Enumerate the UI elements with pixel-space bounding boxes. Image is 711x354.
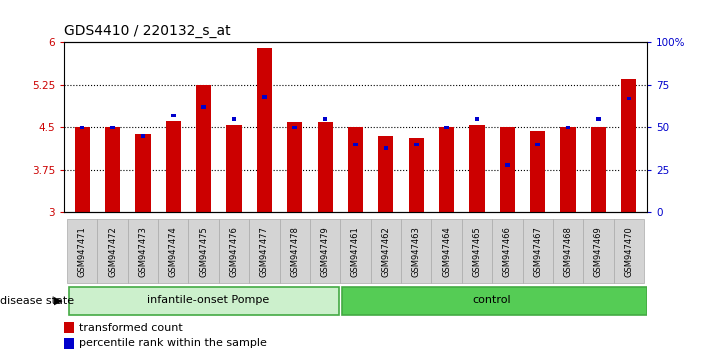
Text: percentile rank within the sample: percentile rank within the sample — [78, 338, 267, 348]
Bar — [105, 127, 120, 212]
Text: GSM947468: GSM947468 — [564, 226, 572, 277]
Text: GDS4410 / 220132_s_at: GDS4410 / 220132_s_at — [64, 24, 230, 38]
Bar — [444, 126, 449, 129]
Text: GSM947462: GSM947462 — [381, 226, 390, 276]
Bar — [310, 219, 341, 283]
Bar — [141, 134, 145, 138]
Bar — [414, 143, 419, 146]
Text: GSM947464: GSM947464 — [442, 226, 451, 276]
Bar — [219, 219, 250, 283]
Bar — [475, 117, 479, 121]
Text: infantile-onset Pompe: infantile-onset Pompe — [147, 295, 269, 305]
Bar — [292, 126, 297, 129]
Text: ▶: ▶ — [54, 296, 63, 306]
FancyBboxPatch shape — [342, 287, 647, 315]
Bar — [232, 117, 236, 121]
Bar — [439, 127, 454, 212]
Bar — [621, 79, 636, 212]
Bar — [226, 125, 242, 212]
Bar — [505, 163, 510, 167]
Bar — [110, 126, 115, 129]
Bar — [97, 219, 128, 283]
Bar — [171, 114, 176, 118]
Bar — [166, 121, 181, 212]
Bar — [287, 122, 302, 212]
Bar — [67, 219, 97, 283]
Bar — [353, 143, 358, 146]
Text: GSM947477: GSM947477 — [260, 226, 269, 277]
Bar — [323, 117, 327, 121]
Bar — [348, 127, 363, 212]
Bar — [553, 219, 583, 283]
Bar — [626, 97, 631, 101]
Text: GSM947466: GSM947466 — [503, 226, 512, 277]
Bar — [250, 219, 279, 283]
Bar — [523, 219, 553, 283]
Bar — [257, 48, 272, 212]
Bar — [370, 219, 401, 283]
Bar — [500, 127, 515, 212]
Bar — [128, 219, 158, 283]
Bar — [432, 219, 461, 283]
Text: GSM947471: GSM947471 — [77, 226, 87, 276]
Bar — [492, 219, 523, 283]
Text: GSM947475: GSM947475 — [199, 226, 208, 276]
Text: GSM947469: GSM947469 — [594, 226, 603, 276]
Bar — [384, 146, 388, 150]
Text: GSM947465: GSM947465 — [473, 226, 481, 276]
Bar — [201, 105, 206, 109]
Text: GSM947463: GSM947463 — [412, 226, 421, 277]
Bar — [262, 95, 267, 99]
Bar — [401, 219, 432, 283]
Bar — [158, 219, 188, 283]
Bar — [75, 127, 90, 212]
Text: GSM947474: GSM947474 — [169, 226, 178, 276]
FancyBboxPatch shape — [68, 287, 339, 315]
Text: GSM947473: GSM947473 — [139, 226, 147, 277]
Bar — [64, 338, 75, 349]
Text: GSM947472: GSM947472 — [108, 226, 117, 276]
Text: GSM947461: GSM947461 — [351, 226, 360, 276]
Text: GSM947467: GSM947467 — [533, 226, 542, 277]
Text: GSM947470: GSM947470 — [624, 226, 634, 276]
Bar — [591, 127, 606, 212]
Bar — [279, 219, 310, 283]
Bar — [461, 219, 492, 283]
Bar — [80, 126, 85, 129]
Text: control: control — [473, 295, 511, 305]
Bar — [196, 85, 211, 212]
Text: GSM947479: GSM947479 — [321, 226, 330, 276]
Bar — [530, 131, 545, 212]
Text: GSM947478: GSM947478 — [290, 226, 299, 277]
Bar — [560, 127, 576, 212]
Bar — [535, 143, 540, 146]
Bar — [188, 219, 219, 283]
Bar — [566, 126, 570, 129]
Text: transformed count: transformed count — [78, 322, 182, 332]
Bar — [135, 134, 151, 212]
Text: disease state: disease state — [0, 296, 74, 306]
Bar — [341, 219, 370, 283]
Bar — [469, 125, 485, 212]
Bar — [409, 138, 424, 212]
Bar — [64, 322, 75, 333]
Bar — [583, 219, 614, 283]
Bar — [614, 219, 644, 283]
Text: GSM947476: GSM947476 — [230, 226, 238, 277]
Bar — [318, 122, 333, 212]
Bar — [596, 117, 601, 121]
Bar — [378, 136, 393, 212]
